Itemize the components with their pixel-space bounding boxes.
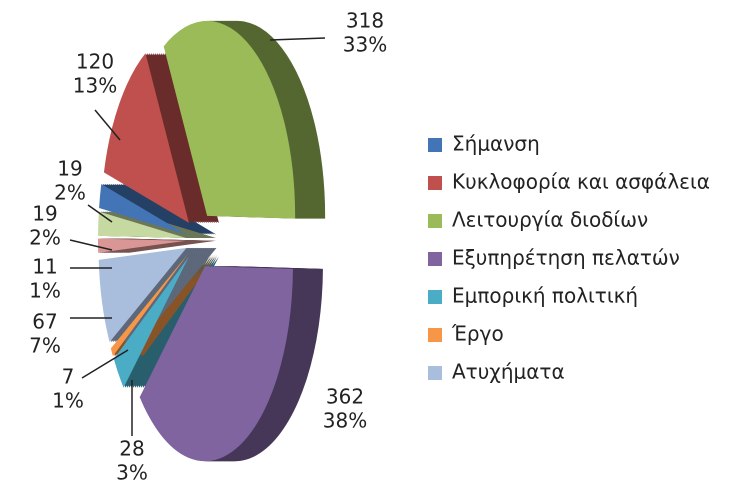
slice-side [119,184,207,235]
legend-swatch [428,138,442,152]
percent-label: 1% [52,389,84,413]
value-label: 120 [76,50,114,74]
slice-side [103,184,191,235]
legend-label: Λειτουργία διοδίων [452,208,648,232]
legend-label: Έργο [451,322,504,346]
slice [98,211,187,238]
slice [113,256,189,388]
slice-side [109,184,197,235]
percent-label: 3% [116,461,148,483]
slice [163,20,296,219]
percent-label: 7% [29,334,61,358]
slice-side [115,184,203,235]
legend-swatch [428,176,442,190]
slice-side [107,184,195,235]
slice-side [105,184,193,235]
legend-label: Εξυπηρέτηση πελατών [452,246,680,270]
slice-side [134,254,212,357]
slice [139,266,293,462]
value-label: 318 [346,9,384,33]
slice [99,184,187,235]
percent-label: 2% [29,226,61,250]
legend-swatch [428,290,442,304]
slice-side [101,184,189,235]
leader-line [69,239,113,251]
percent-label: 2% [54,181,86,205]
legend-label: Ατυχήματα [452,360,565,384]
leader-line [87,204,113,223]
slice [103,53,189,223]
leader-line [269,37,326,41]
value-label: 28 [119,437,144,461]
legend-swatch [428,214,442,228]
slice-side [136,254,214,357]
legend-swatch [428,328,442,342]
percent-label: 38% [323,409,367,433]
slice [98,238,187,253]
slice-side [111,184,199,235]
value-label: 19 [57,157,82,181]
leader-line [81,349,129,379]
value-label: 67 [32,310,57,334]
leader-line [94,109,121,141]
value-label: 19 [32,202,57,226]
legend-swatch [428,366,442,380]
slice [98,247,187,343]
slice-side [121,184,209,235]
slice-side [113,184,201,235]
legend-label: Εμπορική πολιτική [452,284,638,308]
value-label: 7 [62,365,75,389]
value-label: 362 [326,385,364,409]
slice-side [117,184,205,235]
legend-label: Σήμανση [452,132,540,156]
legend-swatch [428,252,442,266]
value-label: 11 [32,255,57,279]
percent-label: 1% [29,279,61,303]
percent-label: 33% [343,33,387,57]
percent-label: 13% [73,74,117,98]
slice-side [138,254,216,357]
legend-label: Κυκλοφορία και ασφάλεια [452,170,710,194]
slice [110,254,188,357]
slice-side [132,254,210,357]
